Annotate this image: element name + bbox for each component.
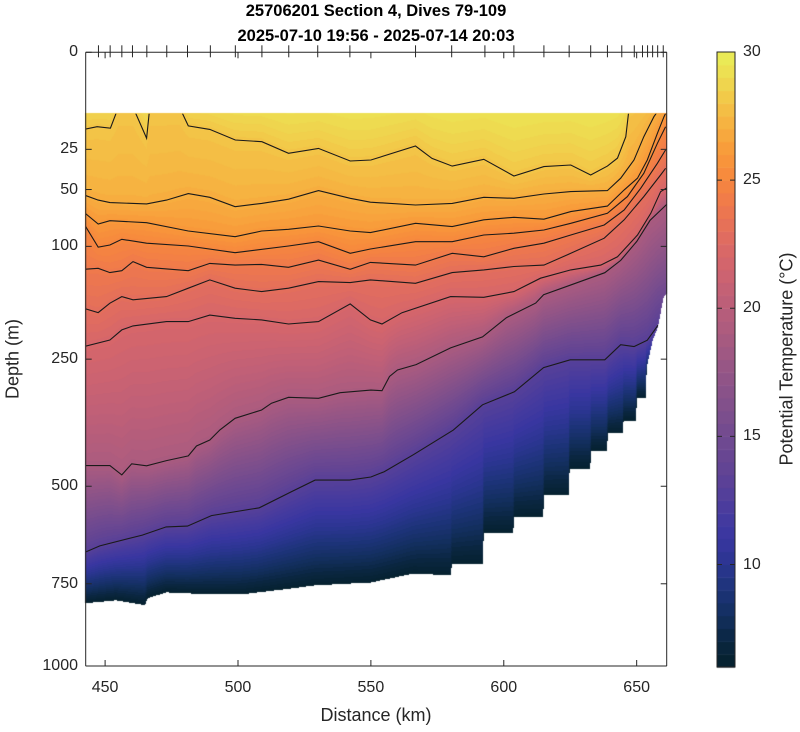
contour-line-24 xyxy=(85,149,667,274)
y-tick-label: 500 xyxy=(51,477,78,495)
colorbar xyxy=(716,51,736,668)
colorbar-tick-label: 15 xyxy=(743,427,761,445)
contour-line-23 xyxy=(85,167,667,314)
contour-line-27 xyxy=(85,113,667,208)
x-tick-label: 500 xyxy=(224,679,252,696)
colorbar-tick-label: 30 xyxy=(743,43,761,60)
x-axis-label: Distance (km) xyxy=(320,705,432,725)
y-tick-label: 750 xyxy=(51,574,78,592)
colorbar-tick-label: 10 xyxy=(743,555,761,573)
y-tick-label: 25 xyxy=(60,140,78,158)
x-tick-label: 550 xyxy=(357,679,385,696)
y-tick-label: 250 xyxy=(51,350,78,368)
y-tick-label: 100 xyxy=(51,237,78,255)
colorbar-axes xyxy=(716,51,736,668)
contour-line-19 xyxy=(85,202,667,476)
contour-line-26 xyxy=(85,113,667,238)
y-tick-label: 50 xyxy=(60,180,78,198)
contour-lines xyxy=(85,113,667,554)
y-tick-label: 1000 xyxy=(42,657,78,674)
x-tick-label: 600 xyxy=(490,679,518,696)
contour-line-13 xyxy=(85,319,667,554)
contour-line-28 xyxy=(85,113,667,177)
colorbar-tick-label: 25 xyxy=(743,171,761,189)
colorbar-tick-label: 20 xyxy=(743,299,761,317)
x-tick-label: 450 xyxy=(91,679,119,696)
chart-subtitle: 2025-07-10 19:56 - 2025-07-14 20:03 xyxy=(237,27,515,45)
contour-line-25 xyxy=(85,126,667,254)
axes xyxy=(85,45,668,667)
y-axis-label: Depth (m) xyxy=(2,318,23,400)
colorbar-label: Potential Temperature (°C) xyxy=(776,252,797,466)
contour-line-22 xyxy=(85,186,667,348)
chart-title: 25706201 Section 4, Dives 79-109 xyxy=(245,2,507,20)
x-tick-label: 650 xyxy=(623,679,651,696)
y-tick-label: 0 xyxy=(69,43,78,61)
